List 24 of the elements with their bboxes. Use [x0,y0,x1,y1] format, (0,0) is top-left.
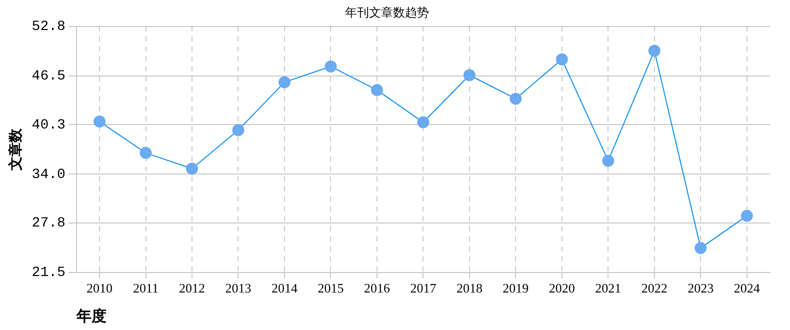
x-tick-label: 2012 [179,280,206,296]
x-tick-label: 2021 [595,280,622,296]
x-tick-label: 2023 [688,280,714,296]
y-tick-label: 46.5 [32,68,66,85]
x-tick-label: 2010 [86,280,113,296]
x-tick-label: 2019 [502,280,529,296]
y-axis-title: 文章数 [7,127,24,172]
x-tick-label: 2017 [410,280,437,296]
x-axis-title: 年度 [75,306,106,325]
x-tick-label: 2014 [271,280,298,296]
y-tick-label: 40.3 [32,117,66,134]
x-tick-label: 2024 [734,280,760,296]
x-tick-label: 2022 [641,280,668,296]
y-tick-label: 27.8 [32,216,66,232]
x-tick-label: 2013 [225,280,252,296]
y-tick-label: 52.8 [32,19,66,36]
chart-title: 年刊文章数趋势 [345,5,429,20]
y-tick-label: 21.5 [32,265,66,282]
x-tick-label: 2011 [133,280,159,296]
x-tick-label: 2020 [548,280,575,296]
x-tick-label: 2016 [364,280,390,296]
x-tick-label: 2015 [318,280,344,296]
y-tick-label: 34.0 [32,166,66,183]
x-tick-label: 2018 [456,280,482,296]
